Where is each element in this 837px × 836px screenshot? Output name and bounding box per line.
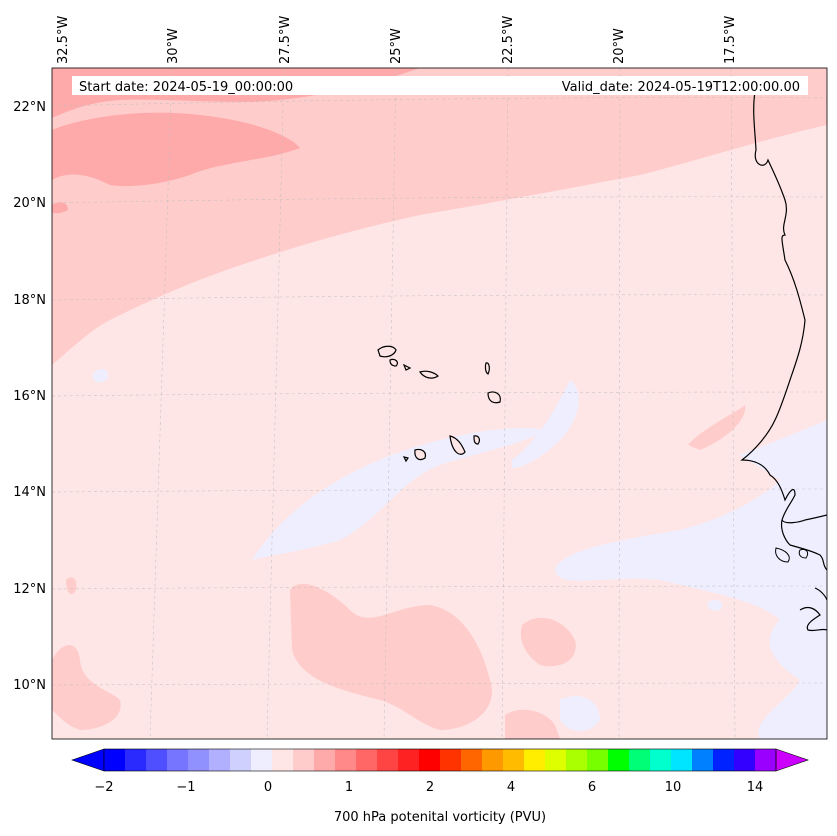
colorbar-cell xyxy=(755,749,777,771)
lat-label: 10°N xyxy=(13,678,46,693)
pv-contour-negative-4 xyxy=(92,368,109,383)
pv-contour-negative-2 xyxy=(512,380,579,468)
colorbar: −2 −1 0 1 2 4 6 10 14 700 hPa potenital … xyxy=(71,748,809,825)
pv-contour-south-6 xyxy=(66,577,77,595)
colorbar-frame xyxy=(103,748,777,772)
pv-contour-negative-1 xyxy=(252,428,548,560)
colorbar-tick-label: 4 xyxy=(507,780,515,795)
colorbar-over-triangle xyxy=(775,748,809,772)
colorbar-cell xyxy=(293,749,315,771)
colorbar-tick-label: 14 xyxy=(747,780,764,795)
pv-contour-negative-3 xyxy=(555,420,827,739)
pv-contour-north-streak-1 xyxy=(52,112,300,187)
lon-label: 22.5°W xyxy=(501,16,516,64)
lat-label: 16°N xyxy=(13,389,46,404)
pv-contour-south-4 xyxy=(505,709,560,739)
lat-label: 20°N xyxy=(13,196,46,211)
lat-label: 12°N xyxy=(13,582,46,597)
colorbar-cell xyxy=(692,749,714,771)
colorbar-cells xyxy=(104,749,777,771)
colorbar-cell xyxy=(566,749,588,771)
pv-contour-north-light xyxy=(215,238,399,300)
lat-label: 22°N xyxy=(13,100,46,115)
colorbar-ticks: −2 −1 0 1 2 4 6 10 14 xyxy=(94,780,763,795)
colorbar-cell xyxy=(734,749,756,771)
colorbar-cell xyxy=(524,749,546,771)
lon-label: 20°W xyxy=(612,28,627,64)
colorbar-cell xyxy=(209,749,231,771)
pv-contour-north-streak-3 xyxy=(52,202,68,214)
pv-contour-south-3 xyxy=(52,645,121,730)
cape-verde-islands xyxy=(377,345,501,463)
colorbar-tick-label: 10 xyxy=(665,780,682,795)
colorbar-cell xyxy=(398,749,420,771)
pv-contour-south-5 xyxy=(688,405,746,450)
colorbar-cell xyxy=(314,749,336,771)
colorbar-cell xyxy=(104,749,126,771)
valid-date-text: Valid_date: 2024-05-19T12:00:00.00 xyxy=(562,80,800,95)
colorbar-tick-label: −1 xyxy=(176,780,195,795)
colorbar-cell xyxy=(482,749,504,771)
colorbar-cell xyxy=(251,749,273,771)
colorbar-cell xyxy=(167,749,189,771)
colorbar-cell xyxy=(587,749,609,771)
colorbar-cell xyxy=(146,749,168,771)
pv-contour-south-2 xyxy=(520,617,576,667)
latitude-labels: 22°N 20°N 18°N 16°N 14°N 12°N 10°N xyxy=(13,100,46,693)
colorbar-cell xyxy=(272,749,294,771)
pv-contour-south-1 xyxy=(290,583,492,730)
lon-label: 25°W xyxy=(389,28,404,64)
map-panel xyxy=(52,68,827,739)
colorbar-tick-label: 0 xyxy=(264,780,272,795)
start-date-text: Start date: 2024-05-19_00:00:00 xyxy=(79,80,293,95)
colorbar-cell xyxy=(440,749,462,771)
pv-contour-negative-6 xyxy=(560,696,600,732)
colorbar-label: 700 hPa potenital vorticity (PVU) xyxy=(334,810,546,825)
colorbar-cell xyxy=(419,749,441,771)
colorbar-tick-label: 1 xyxy=(345,780,353,795)
colorbar-cell xyxy=(713,749,735,771)
colorbar-cell xyxy=(545,749,567,771)
colorbar-cell xyxy=(608,749,630,771)
info-bar xyxy=(72,76,808,95)
colorbar-tick-label: 6 xyxy=(588,780,596,795)
lon-label: 27.5°W xyxy=(278,16,293,64)
lon-label: 30°W xyxy=(166,28,181,64)
graticule xyxy=(52,68,827,739)
coastline-bijagos xyxy=(775,547,809,563)
lat-label: 14°N xyxy=(13,485,46,500)
colorbar-cell xyxy=(503,749,525,771)
colorbar-tick-label: −2 xyxy=(94,780,113,795)
colorbar-cell xyxy=(335,749,357,771)
colorbar-cell xyxy=(356,749,378,771)
colorbar-cell xyxy=(230,749,252,771)
colorbar-cell xyxy=(377,749,399,771)
colorbar-cell xyxy=(461,749,483,771)
colorbar-tick-label: 2 xyxy=(426,780,434,795)
pv-contour-negative-5 xyxy=(707,599,723,611)
longitude-labels: 32.5°W 30°W 27.5°W 25°W 22.5°W 20°W 17.5… xyxy=(56,16,738,64)
lat-label: 18°N xyxy=(13,293,46,308)
map-frame xyxy=(51,67,828,740)
lon-label: 32.5°W xyxy=(56,16,71,64)
colorbar-under-triangle xyxy=(71,748,105,772)
colorbar-cell xyxy=(629,749,651,771)
lon-label: 17.5°W xyxy=(723,16,738,64)
colorbar-cell xyxy=(650,749,672,771)
colorbar-cell xyxy=(671,749,693,771)
colorbar-cell xyxy=(125,749,147,771)
colorbar-cell xyxy=(188,749,210,771)
